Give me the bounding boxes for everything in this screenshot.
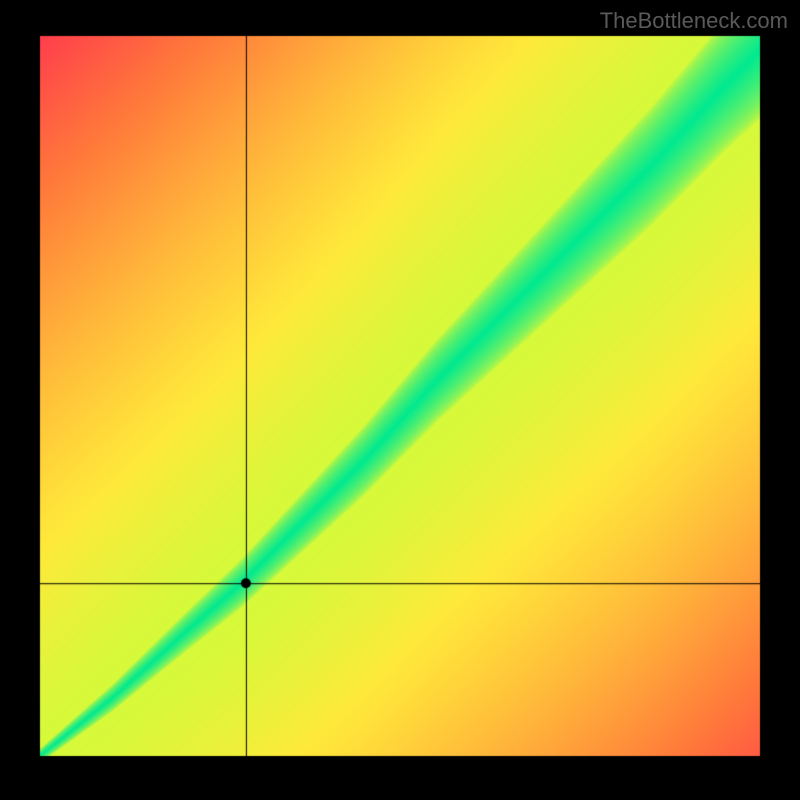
bottleneck-heatmap [0, 0, 800, 800]
chart-container: TheBottleneck.com [0, 0, 800, 800]
